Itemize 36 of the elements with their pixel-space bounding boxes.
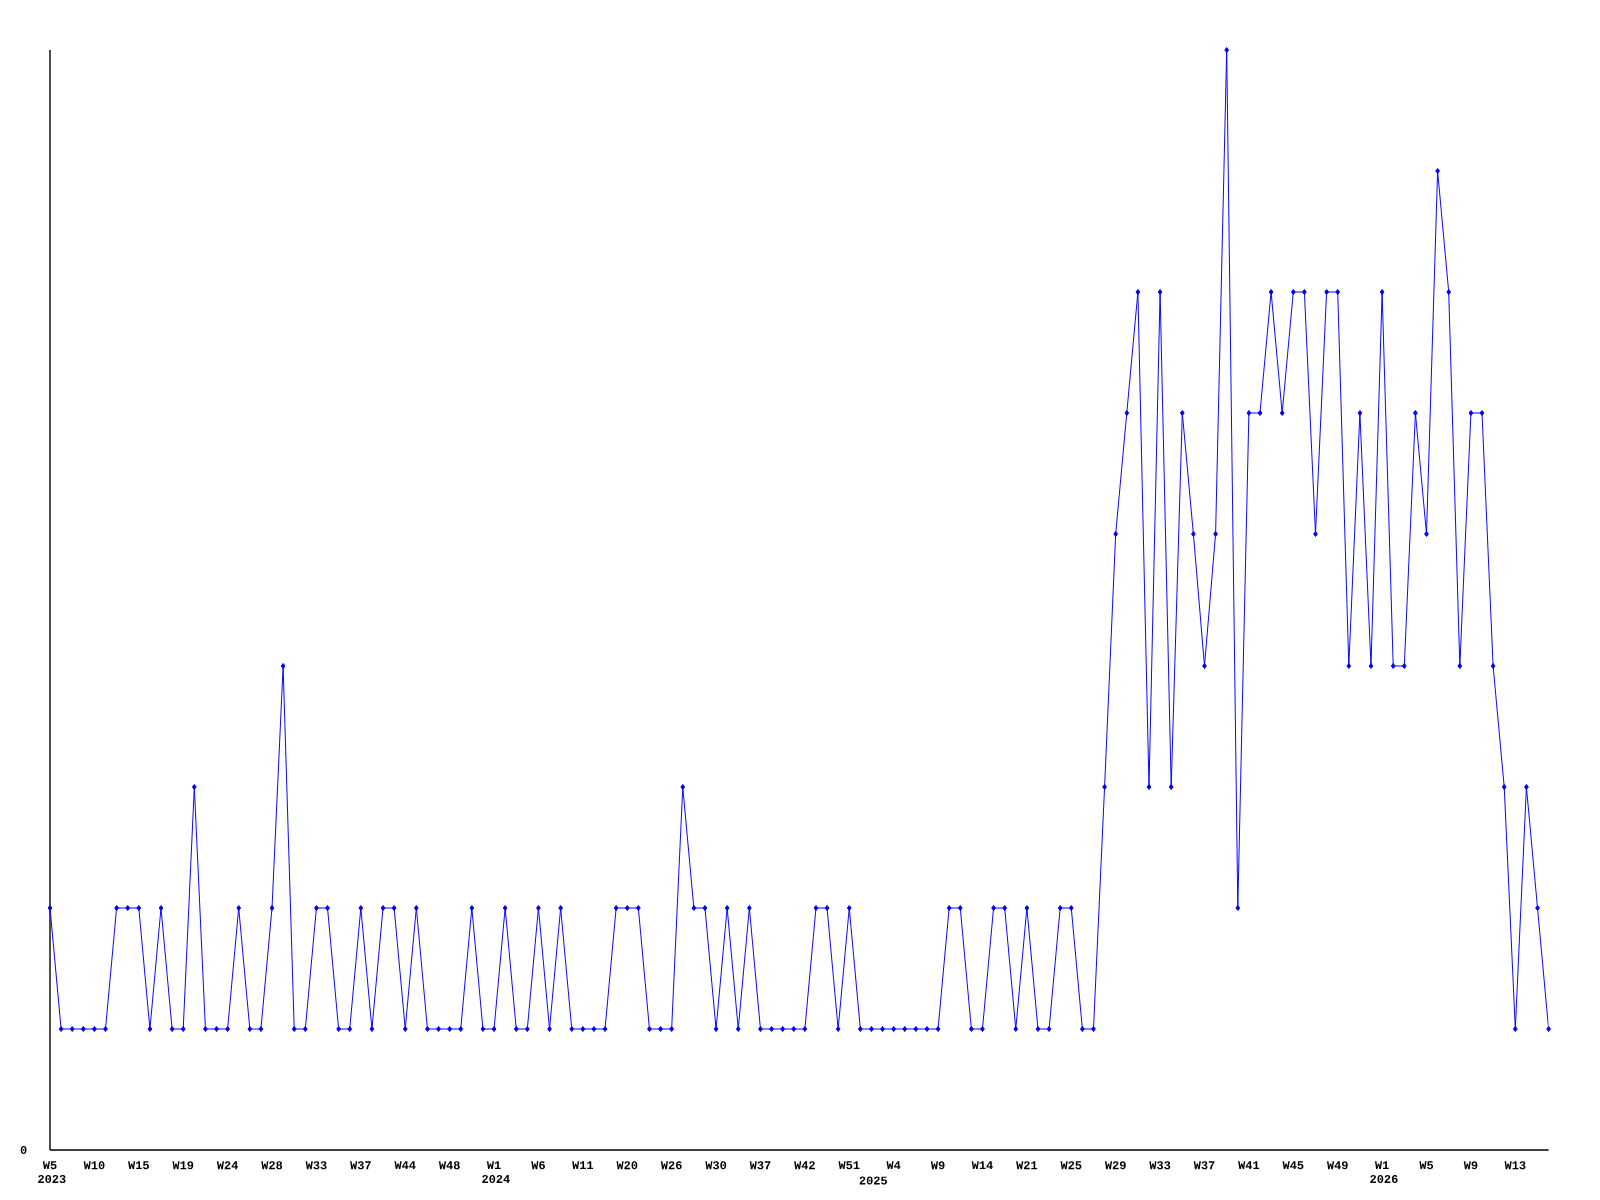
- x-tick-label: W25: [1060, 1161, 1082, 1170]
- x-tick-label: 2025: [859, 1176, 887, 1185]
- x-tick-label: W28: [261, 1161, 283, 1170]
- x-tick-label: W45: [1282, 1161, 1304, 1170]
- x-tick-label: W21: [1016, 1161, 1038, 1170]
- x-tick-label: W20: [616, 1161, 638, 1170]
- x-tick-label: W49: [1326, 1161, 1348, 1170]
- x-tick-label: W42: [794, 1161, 815, 1170]
- x-tick-label: W1 2026: [1370, 1161, 1398, 1184]
- x-tick-label: W19: [172, 1161, 194, 1170]
- x-tick-label: W6: [531, 1161, 545, 1170]
- x-tick-label: W9: [930, 1161, 945, 1170]
- x-tick-label: W41: [1238, 1161, 1260, 1170]
- x-tick-label: W33: [1149, 1161, 1171, 1170]
- x-tick-label: W10: [83, 1161, 105, 1170]
- x-tick-label: W26: [660, 1161, 682, 1170]
- x-tick-label: W37: [1193, 1161, 1215, 1170]
- x-tick-label: W9: [1463, 1161, 1478, 1170]
- x-tick-label: W30: [705, 1161, 727, 1170]
- x-tick-label: W44: [394, 1161, 416, 1170]
- x-tick-label: W5 2023: [38, 1161, 66, 1184]
- text: 0: [20, 1145, 27, 1155]
- x-tick-label: W29: [1104, 1161, 1126, 1170]
- x-tick-label: W48: [438, 1161, 460, 1170]
- x-tick-label: W13: [1504, 1161, 1526, 1170]
- x-tick-label: W33: [305, 1161, 327, 1170]
- x-tick-label: W15: [128, 1161, 149, 1170]
- x-tick-label: W51: [838, 1161, 860, 1170]
- x-tick-label: W24: [216, 1161, 238, 1170]
- x-tick-label: W5: [1419, 1161, 1434, 1170]
- x-tick-label: W37: [749, 1161, 771, 1170]
- x-tick-label: W11: [572, 1161, 594, 1170]
- x-tick-label: W14: [971, 1161, 993, 1170]
- x-tick-label: W1 2024: [482, 1161, 510, 1184]
- x-tick-label: W4: [886, 1161, 901, 1170]
- x-tick-label: W37: [350, 1161, 371, 1170]
